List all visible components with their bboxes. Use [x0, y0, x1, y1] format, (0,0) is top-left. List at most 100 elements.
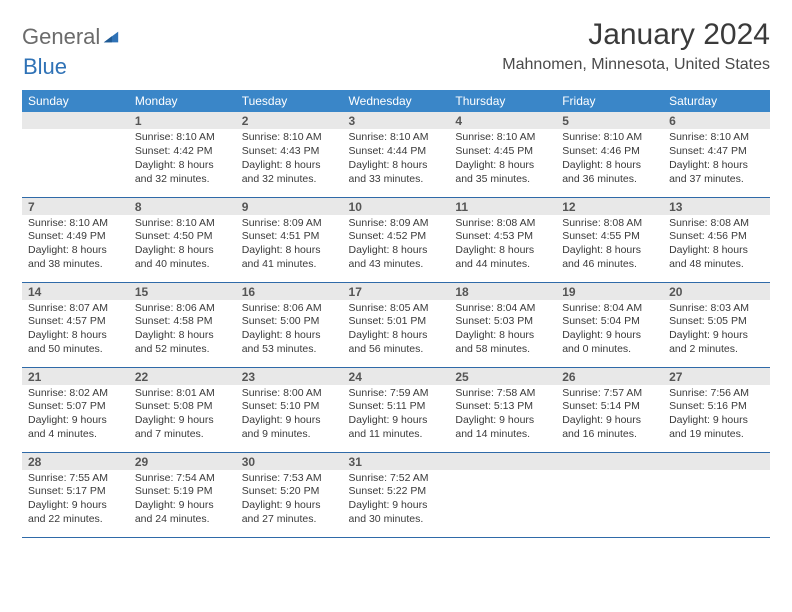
- sunrise-line: Sunrise: 7:54 AM: [135, 472, 230, 486]
- calendar-cell: 3Sunrise: 8:10 AMSunset: 4:44 PMDaylight…: [343, 112, 450, 197]
- cell-body: Sunrise: 8:04 AMSunset: 5:04 PMDaylight:…: [556, 300, 663, 361]
- cell-body: Sunrise: 8:09 AMSunset: 4:52 PMDaylight:…: [343, 215, 450, 276]
- cell-body: Sunrise: 8:10 AMSunset: 4:45 PMDaylight:…: [449, 129, 556, 190]
- cell-body: [556, 470, 663, 476]
- sunrise-line: Sunrise: 7:59 AM: [349, 387, 444, 401]
- day-number: 11: [449, 198, 556, 215]
- cell-body: Sunrise: 8:08 AMSunset: 4:53 PMDaylight:…: [449, 215, 556, 276]
- sunset-line: Sunset: 5:19 PM: [135, 485, 230, 499]
- day-number: 16: [236, 283, 343, 300]
- sunrise-line: Sunrise: 8:05 AM: [349, 302, 444, 316]
- daylight-line: Daylight: 8 hours and 50 minutes.: [28, 329, 123, 357]
- weekday-header: Wednesday: [343, 90, 450, 112]
- sunrise-line: Sunrise: 8:01 AM: [135, 387, 230, 401]
- cell-body: Sunrise: 7:58 AMSunset: 5:13 PMDaylight:…: [449, 385, 556, 446]
- day-number: 10: [343, 198, 450, 215]
- sunset-line: Sunset: 4:45 PM: [455, 145, 550, 159]
- location-subtitle: Mahnomen, Minnesota, United States: [502, 56, 770, 74]
- day-number: [22, 112, 129, 129]
- day-number: 31: [343, 453, 450, 470]
- sunrise-line: Sunrise: 7:52 AM: [349, 472, 444, 486]
- weekday-header: Sunday: [22, 90, 129, 112]
- sunrise-line: Sunrise: 8:10 AM: [242, 131, 337, 145]
- weekday-header: Thursday: [449, 90, 556, 112]
- sunset-line: Sunset: 4:52 PM: [349, 230, 444, 244]
- sunset-line: Sunset: 4:47 PM: [669, 145, 764, 159]
- sunset-line: Sunset: 5:03 PM: [455, 315, 550, 329]
- daylight-line: Daylight: 9 hours and 14 minutes.: [455, 414, 550, 442]
- daylight-line: Daylight: 8 hours and 44 minutes.: [455, 244, 550, 272]
- daylight-line: Daylight: 8 hours and 35 minutes.: [455, 159, 550, 187]
- sunrise-line: Sunrise: 8:03 AM: [669, 302, 764, 316]
- sunset-line: Sunset: 5:14 PM: [562, 400, 657, 414]
- day-number: 29: [129, 453, 236, 470]
- day-number: 1: [129, 112, 236, 129]
- weekday-header: Tuesday: [236, 90, 343, 112]
- daylight-line: Daylight: 9 hours and 22 minutes.: [28, 499, 123, 527]
- cell-body: Sunrise: 8:08 AMSunset: 4:56 PMDaylight:…: [663, 215, 770, 276]
- calendar-cell: 25Sunrise: 7:58 AMSunset: 5:13 PMDayligh…: [449, 367, 556, 452]
- sunrise-line: Sunrise: 8:10 AM: [135, 131, 230, 145]
- calendar-week-row: 1Sunrise: 8:10 AMSunset: 4:42 PMDaylight…: [22, 112, 770, 197]
- day-number: 15: [129, 283, 236, 300]
- calendar-week-row: 28Sunrise: 7:55 AMSunset: 5:17 PMDayligh…: [22, 452, 770, 537]
- sunrise-line: Sunrise: 8:10 AM: [562, 131, 657, 145]
- sunrise-line: Sunrise: 7:57 AM: [562, 387, 657, 401]
- cell-body: Sunrise: 7:59 AMSunset: 5:11 PMDaylight:…: [343, 385, 450, 446]
- sunset-line: Sunset: 4:53 PM: [455, 230, 550, 244]
- daylight-line: Daylight: 9 hours and 30 minutes.: [349, 499, 444, 527]
- sunset-line: Sunset: 4:58 PM: [135, 315, 230, 329]
- daylight-line: Daylight: 8 hours and 37 minutes.: [669, 159, 764, 187]
- cell-body: Sunrise: 8:00 AMSunset: 5:10 PMDaylight:…: [236, 385, 343, 446]
- day-number: 24: [343, 368, 450, 385]
- daylight-line: Daylight: 9 hours and 7 minutes.: [135, 414, 230, 442]
- sunset-line: Sunset: 5:22 PM: [349, 485, 444, 499]
- sunrise-line: Sunrise: 8:10 AM: [28, 217, 123, 231]
- day-number: 19: [556, 283, 663, 300]
- sunset-line: Sunset: 5:10 PM: [242, 400, 337, 414]
- calendar-cell: 4Sunrise: 8:10 AMSunset: 4:45 PMDaylight…: [449, 112, 556, 197]
- cell-body: Sunrise: 8:10 AMSunset: 4:43 PMDaylight:…: [236, 129, 343, 190]
- sunrise-line: Sunrise: 8:00 AM: [242, 387, 337, 401]
- calendar-page: General January 2024 Mahnomen, Minnesota…: [0, 0, 792, 538]
- calendar-cell: 12Sunrise: 8:08 AMSunset: 4:55 PMDayligh…: [556, 197, 663, 282]
- day-number: 3: [343, 112, 450, 129]
- calendar-cell: 13Sunrise: 8:08 AMSunset: 4:56 PMDayligh…: [663, 197, 770, 282]
- sunset-line: Sunset: 4:44 PM: [349, 145, 444, 159]
- sunset-line: Sunset: 5:20 PM: [242, 485, 337, 499]
- calendar-cell: 5Sunrise: 8:10 AMSunset: 4:46 PMDaylight…: [556, 112, 663, 197]
- sunset-line: Sunset: 5:08 PM: [135, 400, 230, 414]
- daylight-line: Daylight: 8 hours and 46 minutes.: [562, 244, 657, 272]
- sunset-line: Sunset: 5:00 PM: [242, 315, 337, 329]
- daylight-line: Daylight: 9 hours and 19 minutes.: [669, 414, 764, 442]
- weekday-header: Monday: [129, 90, 236, 112]
- sunset-line: Sunset: 4:51 PM: [242, 230, 337, 244]
- calendar-cell: 29Sunrise: 7:54 AMSunset: 5:19 PMDayligh…: [129, 452, 236, 537]
- calendar-cell: 21Sunrise: 8:02 AMSunset: 5:07 PMDayligh…: [22, 367, 129, 452]
- logo-word-general: General: [22, 24, 100, 50]
- sunset-line: Sunset: 4:49 PM: [28, 230, 123, 244]
- calendar-cell: 6Sunrise: 8:10 AMSunset: 4:47 PMDaylight…: [663, 112, 770, 197]
- cell-body: Sunrise: 8:10 AMSunset: 4:44 PMDaylight:…: [343, 129, 450, 190]
- calendar-week-row: 14Sunrise: 8:07 AMSunset: 4:57 PMDayligh…: [22, 282, 770, 367]
- calendar-cell: 17Sunrise: 8:05 AMSunset: 5:01 PMDayligh…: [343, 282, 450, 367]
- daylight-line: Daylight: 8 hours and 52 minutes.: [135, 329, 230, 357]
- cell-body: Sunrise: 7:52 AMSunset: 5:22 PMDaylight:…: [343, 470, 450, 531]
- sunrise-line: Sunrise: 8:10 AM: [669, 131, 764, 145]
- sunset-line: Sunset: 5:01 PM: [349, 315, 444, 329]
- day-number: 18: [449, 283, 556, 300]
- sunrise-line: Sunrise: 8:08 AM: [669, 217, 764, 231]
- sunrise-line: Sunrise: 8:04 AM: [562, 302, 657, 316]
- calendar-cell: 18Sunrise: 8:04 AMSunset: 5:03 PMDayligh…: [449, 282, 556, 367]
- cell-body: Sunrise: 8:10 AMSunset: 4:42 PMDaylight:…: [129, 129, 236, 190]
- calendar-cell: 22Sunrise: 8:01 AMSunset: 5:08 PMDayligh…: [129, 367, 236, 452]
- sunrise-line: Sunrise: 8:07 AM: [28, 302, 123, 316]
- calendar-cell: 11Sunrise: 8:08 AMSunset: 4:53 PMDayligh…: [449, 197, 556, 282]
- day-number: 20: [663, 283, 770, 300]
- day-number: 26: [556, 368, 663, 385]
- sunset-line: Sunset: 4:42 PM: [135, 145, 230, 159]
- calendar-header-row: Sunday Monday Tuesday Wednesday Thursday…: [22, 90, 770, 112]
- sunrise-line: Sunrise: 8:10 AM: [455, 131, 550, 145]
- calendar-cell: [22, 112, 129, 197]
- cell-body: Sunrise: 8:10 AMSunset: 4:50 PMDaylight:…: [129, 215, 236, 276]
